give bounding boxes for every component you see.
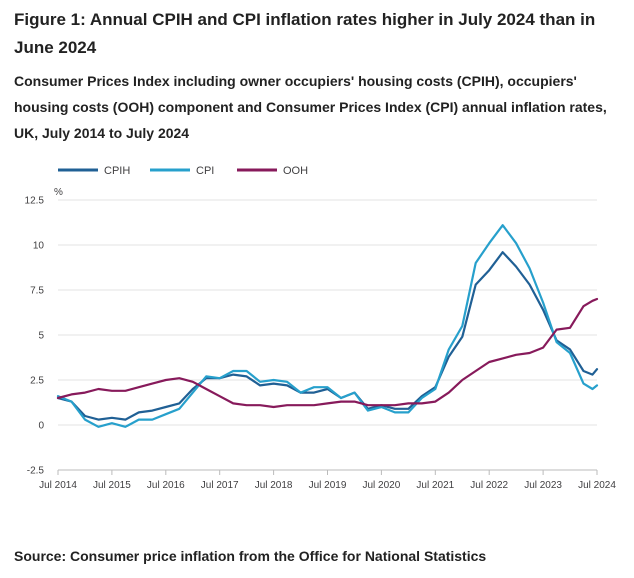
x-tick-label: Jul 2024 <box>578 480 616 491</box>
y-tick-label: -2.5 <box>27 466 45 477</box>
x-tick-label: Jul 2018 <box>255 480 293 491</box>
y-axis: 12.5 10 7.5 5 2.5 0 -2.5 <box>25 196 45 477</box>
legend-label: CPIH <box>104 165 130 177</box>
series-lines <box>56 224 599 428</box>
x-tick-label: Jul 2014 <box>39 480 77 491</box>
chart-subtitle: Consumer Prices Index including owner oc… <box>14 73 607 141</box>
legend-item-cpih: CPIH <box>58 165 130 177</box>
x-tick-label: Jul 2019 <box>309 480 347 491</box>
legend-label: OOH <box>283 165 308 177</box>
series-line-cpi <box>56 224 599 428</box>
line-chart: CPIH CPI OOH % 12.5 10 7.5 5 2.5 0 -2.5 Jul 2014… <box>25 165 617 491</box>
chart-source: Source: Consumer price inflation from th… <box>14 548 487 564</box>
legend-item-cpi: CPI <box>150 165 214 177</box>
y-tick-label: 2.5 <box>30 376 44 387</box>
y-tick-label: 7.5 <box>30 286 44 297</box>
x-tick-label: Jul 2021 <box>416 480 454 491</box>
x-tick-label: Jul 2023 <box>524 480 562 491</box>
y-tick-label: 10 <box>33 241 45 252</box>
x-axis: Jul 2014 Jul 2015 Jul 2016 Jul 2017 Jul 2018… <box>39 469 616 491</box>
chart-legend: CPIH CPI OOH <box>58 165 308 177</box>
y-axis-unit: % <box>54 187 63 198</box>
x-tick-label: Jul 2022 <box>470 480 508 491</box>
y-tick-label: 0 <box>38 421 44 432</box>
legend-item-ooh: OOH <box>237 165 308 177</box>
chart-title: Figure 1: Annual CPIH and CPI inflation … <box>14 10 596 57</box>
series-line-ooh <box>56 297 599 409</box>
y-tick-label: 5 <box>38 331 44 342</box>
grid-lines <box>58 199 597 471</box>
x-tick-label: Jul 2016 <box>147 480 185 491</box>
legend-label: CPI <box>196 165 214 177</box>
x-tick-label: Jul 2015 <box>93 480 131 491</box>
x-tick-label: Jul 2017 <box>201 480 239 491</box>
series-line-cpih <box>56 251 599 421</box>
x-tick-label: Jul 2020 <box>362 480 400 491</box>
y-tick-label: 12.5 <box>25 196 45 207</box>
